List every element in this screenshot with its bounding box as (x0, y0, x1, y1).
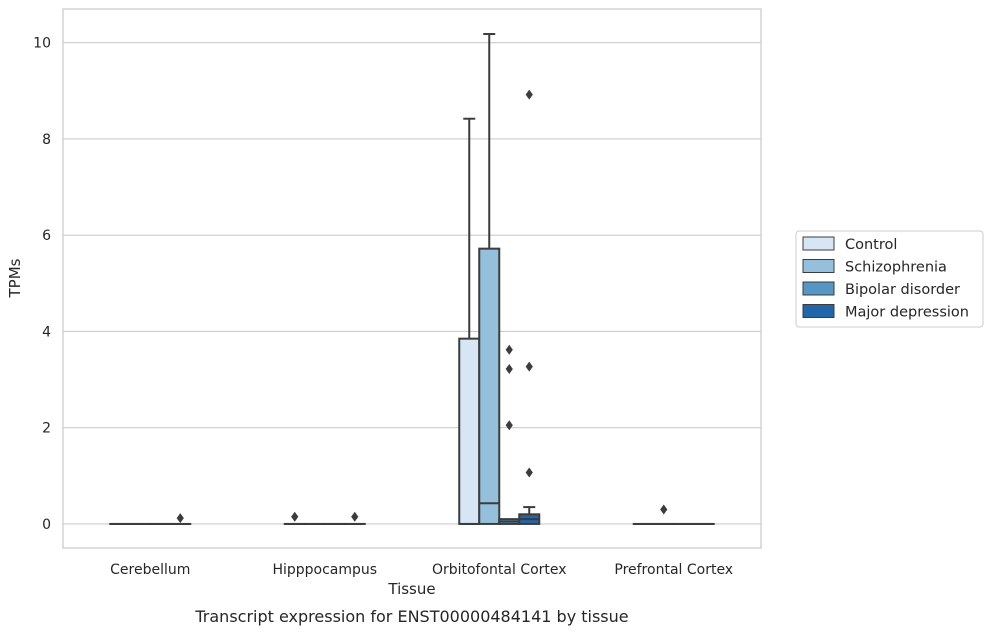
outlier-point (291, 511, 299, 522)
outlier-point (176, 513, 184, 524)
y-tick-label: 4 (42, 324, 51, 340)
legend-label: Schizophrenia (845, 260, 947, 276)
box-iqr (458, 337, 481, 525)
x-tick-label: Orbitofontal Cortex (432, 562, 567, 578)
legend-swatch (802, 281, 835, 296)
y-tick-label: 0 (42, 517, 51, 533)
legend-label: Bipolar disorder (845, 282, 960, 298)
y-tick-label: 2 (42, 421, 51, 437)
box-iqr (478, 247, 501, 525)
legend-swatch (802, 259, 835, 273)
box-major-depression (169, 513, 192, 525)
legend-swatch (802, 236, 835, 251)
y-tick-label: 10 (33, 36, 51, 52)
box-control (283, 511, 306, 525)
box-schizophrenia (478, 33, 501, 525)
y-tick-labels: 0 2 4 6 8 10 (33, 36, 51, 533)
plot-area (62, 8, 762, 549)
outlier-point (525, 467, 533, 478)
outlier-point (505, 363, 513, 374)
x-tick-label: Hipppocampus (272, 562, 377, 578)
outlier-point (351, 511, 359, 522)
legend-label: Major depression (845, 305, 969, 321)
legend-swatch (802, 304, 835, 318)
x-tick-label: Cerebellum (110, 562, 190, 578)
legend-frame (795, 230, 984, 328)
box-bipolar-disorder (498, 344, 521, 525)
y-tick-label: 6 (42, 228, 51, 244)
outlier-point (525, 89, 533, 100)
box-marks (109, 33, 715, 525)
y-tick-label: 8 (42, 132, 51, 148)
legend-label: Control (845, 237, 897, 253)
x-axis-label: Tissue (387, 580, 435, 598)
x-tick-label: Prefrontal Cortex (614, 562, 733, 578)
outlier-point (660, 504, 668, 515)
outlier-point (525, 361, 533, 372)
chart-caption: Transcript expression for ENST0000048414… (194, 607, 628, 626)
box-control (458, 117, 481, 525)
outlier-point (505, 344, 513, 355)
x-tick-labels: Cerebellum Hipppocampus Orbitofontal Corte… (110, 562, 733, 578)
box-major-depression (343, 511, 366, 525)
outlier-point (505, 420, 513, 431)
legend: Control Schizophrenia Bipolar disorder Majo… (795, 230, 984, 328)
box-major-depression (518, 89, 541, 525)
y-axis-label: TPMs (6, 258, 24, 298)
